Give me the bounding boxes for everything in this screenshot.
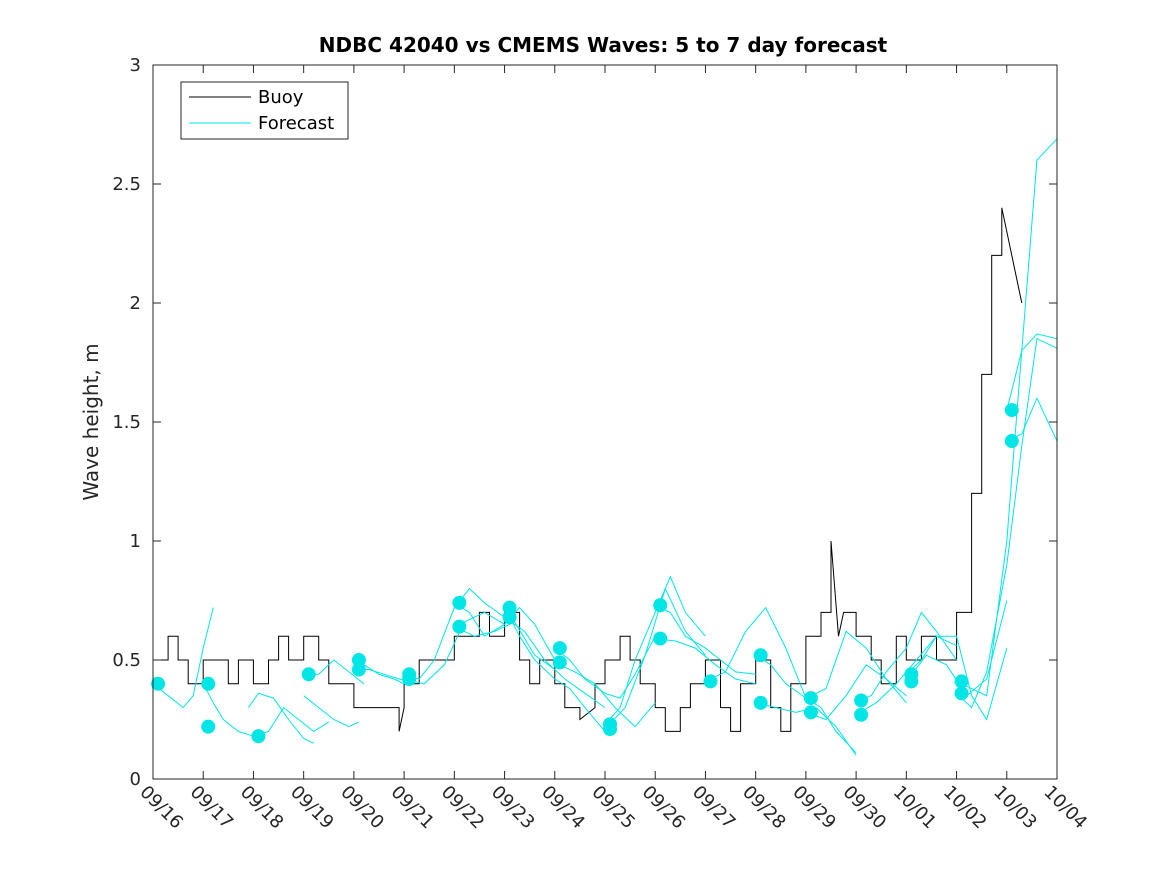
chart-title: NDBC 42040 vs CMEMS Waves: 5 to 7 day fo…	[319, 33, 888, 57]
marker-layer	[151, 403, 1019, 744]
forecast-point	[402, 672, 417, 687]
x-tick-label: 09/24	[537, 782, 589, 834]
x-tick-label: 09/26	[638, 782, 690, 834]
x-tick-label: 09/20	[336, 782, 388, 834]
forecast-series-line	[956, 138, 1058, 697]
forecast-point	[452, 619, 467, 634]
forecast-point	[201, 719, 216, 734]
forecast-point	[854, 707, 869, 722]
y-tick-label: 0	[130, 769, 141, 790]
forecast-point	[502, 610, 517, 625]
forecast-series-line	[604, 575, 706, 725]
forecast-series-line	[152, 607, 214, 709]
y-tick-label: 1	[130, 531, 141, 552]
forecast-point	[954, 674, 969, 689]
x-tick-label: 09/28	[738, 782, 790, 834]
x-tick-label: 10/01	[889, 782, 941, 834]
x-tick-label: 09/18	[236, 782, 288, 834]
buoy-series-line	[153, 207, 1023, 732]
forecast-point	[201, 676, 216, 691]
forecast-series-line	[554, 661, 656, 728]
forecast-series-line	[504, 616, 606, 709]
x-tick-label: 10/02	[939, 782, 991, 834]
forecast-point	[301, 667, 316, 682]
forecast-point	[603, 722, 618, 737]
forecast-series-line	[855, 611, 958, 701]
forecast-series-line	[303, 695, 360, 728]
forecast-series-line	[956, 337, 1058, 709]
forecast-point	[151, 676, 166, 691]
forecast-series-line	[554, 635, 656, 699]
y-tick-label: 1.5	[112, 412, 141, 433]
forecast-point	[803, 691, 818, 706]
x-tick-label: 09/16	[135, 782, 187, 834]
forecast-point	[753, 648, 768, 663]
x-tick-label: 09/21	[387, 782, 439, 834]
forecast-point	[753, 695, 768, 710]
forecast-series-line	[805, 664, 907, 721]
forecast-series-line	[454, 602, 556, 661]
forecast-series-line	[253, 706, 330, 737]
x-tick-label: 09/25	[587, 782, 639, 834]
y-tick-label: 3	[130, 55, 141, 76]
forecast-series-line	[504, 607, 606, 732]
forecast-point	[653, 631, 668, 646]
forecast-point	[653, 598, 668, 613]
forecast-series-line	[655, 638, 756, 685]
forecast-series-line	[604, 587, 706, 730]
forecast-series-line	[202, 683, 254, 737]
y-tick-label: 2.5	[112, 174, 141, 195]
legend-forecast-label: Forecast	[258, 113, 334, 134]
x-tick-label: 10/04	[1039, 782, 1091, 834]
forecast-point	[452, 595, 467, 610]
forecast-point	[351, 662, 366, 677]
x-tick-label: 09/17	[186, 782, 238, 834]
forecast-point	[1004, 403, 1019, 418]
forecast-point	[1004, 434, 1019, 449]
forecast-point	[954, 686, 969, 701]
legend-box	[180, 81, 349, 140]
forecast-series-line	[454, 621, 556, 670]
y-tick-label: 0.5	[112, 650, 141, 671]
forecast-point	[703, 674, 718, 689]
forecast-series-line	[654, 604, 756, 675]
legend: Buoy Forecast	[180, 81, 349, 140]
forecast-series-line	[805, 630, 907, 699]
forecast-series-line	[705, 606, 807, 699]
x-tick-label: 09/23	[487, 782, 539, 834]
y-axis-label: Wave height, m	[79, 343, 103, 500]
forecast-point	[251, 729, 266, 744]
y-axis: 0 0.5 1 1.5 2 2.5 3	[112, 55, 1057, 790]
legend-buoy-label: Buoy	[258, 87, 304, 108]
x-tick-label: 10/03	[989, 782, 1041, 834]
forecast-series-line	[247, 692, 314, 744]
forecast-series-line	[905, 635, 1008, 721]
forecast-series-line	[403, 611, 505, 685]
forecast-point	[904, 674, 919, 689]
x-tick-label: 09/19	[286, 782, 338, 834]
forecast-series-line	[1006, 333, 1058, 411]
x-tick-label: 09/22	[437, 782, 489, 834]
forecast-point	[803, 705, 818, 720]
forecast-point	[854, 693, 869, 708]
forecast-point	[552, 641, 567, 656]
x-tick-label: 09/29	[788, 782, 840, 834]
y-tick-label: 2	[130, 293, 141, 314]
x-tick-label: 09/30	[839, 782, 891, 834]
forecast-point	[552, 655, 567, 670]
x-tick-label: 09/27	[688, 782, 740, 834]
